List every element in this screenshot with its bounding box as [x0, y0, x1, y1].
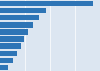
Bar	[0, 51, 18, 56]
Bar	[0, 15, 39, 20]
Bar	[0, 29, 28, 35]
Bar	[0, 22, 33, 28]
Bar	[0, 65, 8, 70]
Bar	[0, 43, 21, 49]
Bar	[0, 58, 13, 63]
Bar	[0, 8, 46, 13]
Bar	[0, 36, 24, 42]
Bar	[0, 1, 93, 6]
